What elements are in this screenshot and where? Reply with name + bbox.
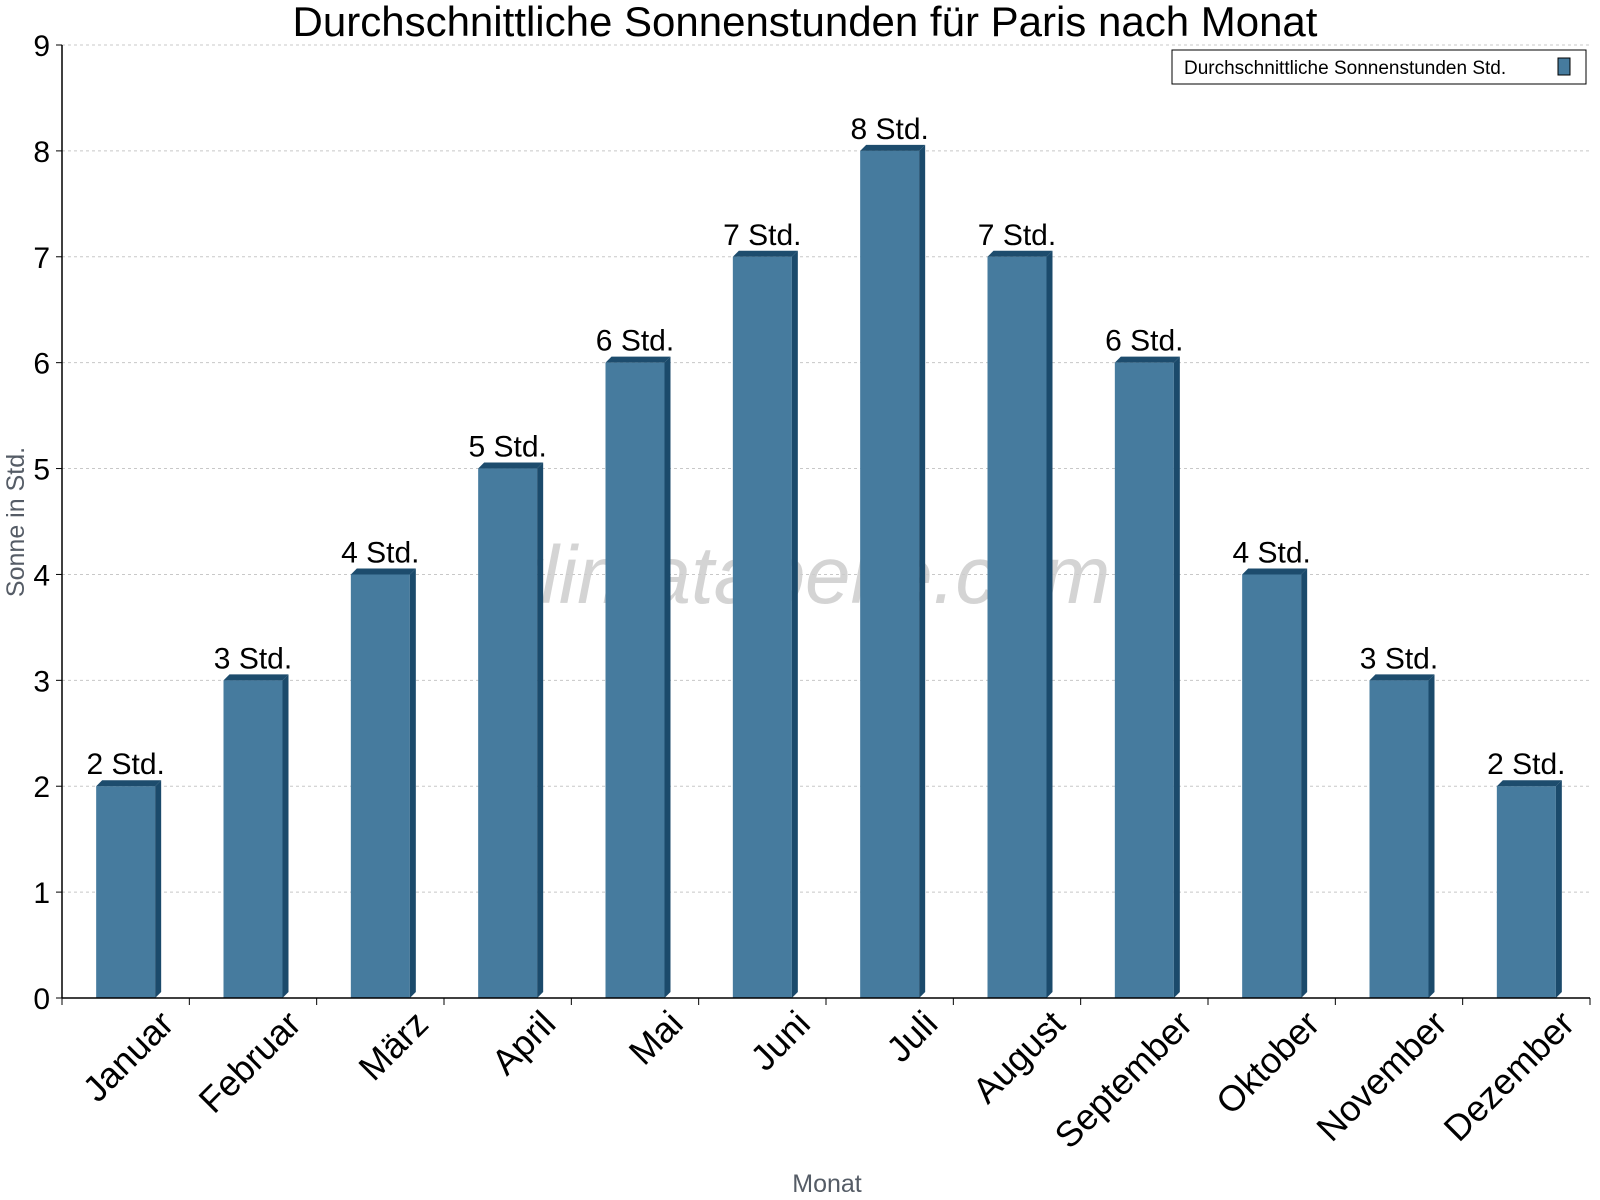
y-tick-label: 8 (33, 136, 50, 169)
data-label: 6 Std. (596, 325, 674, 358)
bar (223, 680, 283, 998)
y-tick-label: 4 (33, 559, 50, 592)
bar-side (1173, 356, 1180, 999)
bar-side (1046, 250, 1053, 998)
x-tick-label: März (350, 1003, 436, 1089)
bar (1369, 680, 1429, 998)
bar (860, 150, 920, 998)
bar (732, 256, 792, 998)
x-tick-label: Februar (191, 1003, 309, 1121)
bar-side (1555, 780, 1562, 998)
data-labels: 2 Std. 3 Std. 4 Std. 5 Std. 6 Std. 7 Std. 8 St… (86, 113, 1565, 781)
data-label: 7 Std. (978, 219, 1056, 252)
bar-top (1242, 568, 1308, 575)
bar-top (1369, 674, 1435, 681)
y-tick-label: 3 (33, 665, 50, 698)
data-label: 7 Std. (723, 219, 801, 252)
bar-side (1428, 674, 1435, 998)
y-tick-label: 2 (33, 771, 50, 804)
bar-top (223, 674, 289, 681)
axes (61, 45, 1591, 1005)
x-tick-label: November (1308, 1003, 1454, 1149)
bar-side (537, 462, 544, 998)
bars (96, 144, 1562, 999)
y-axis-label: Sonne in Std. (2, 447, 30, 597)
gridlines (56, 44, 1590, 999)
data-label: 5 Std. (468, 431, 546, 464)
bar-top (860, 144, 926, 151)
data-label: 3 Std. (214, 642, 292, 675)
bar-side (791, 250, 798, 998)
x-tick-label: Dezember (1436, 1003, 1582, 1149)
y-tick-label: 1 (33, 877, 50, 910)
bar-top (96, 780, 162, 787)
bar-top (1496, 780, 1562, 787)
bar-side (155, 780, 162, 998)
bar (605, 362, 665, 999)
x-axis-label: Monat (792, 1170, 862, 1198)
data-label: 4 Std. (341, 536, 419, 569)
bar-top (350, 568, 416, 575)
data-label: 8 Std. (850, 113, 928, 146)
x-tick-label: August (964, 1003, 1072, 1111)
bar-side (1301, 568, 1308, 998)
legend: Durchschnittliche Sonnenstunden Std. (1171, 49, 1587, 85)
y-tick-label: 9 (33, 30, 50, 63)
x-tick-label: September (1046, 1003, 1200, 1157)
data-label: 6 Std. (1105, 325, 1183, 358)
data-label: 2 Std. (86, 748, 164, 781)
bar (478, 468, 538, 998)
y-tick-labels: 0 1 2 3 4 5 6 7 8 9 (33, 30, 50, 1016)
y-tick-label: 0 (33, 983, 50, 1016)
bar-side (409, 568, 416, 998)
bar-top (732, 250, 798, 257)
y-tick-label: 5 (33, 454, 50, 487)
x-tick-label: Mai (621, 1003, 691, 1073)
bar-side (282, 674, 289, 998)
data-label: 2 Std. (1487, 748, 1565, 781)
legend-box (1171, 49, 1587, 85)
x-tick-label: Oktober (1208, 1003, 1328, 1123)
y-tick-label: 7 (33, 242, 50, 275)
bar-top (1114, 356, 1180, 363)
x-tick-labels: Januar Februar März April Mai Juni Juli AugustS… (74, 1003, 1582, 1157)
data-label: 4 Std. (1232, 536, 1310, 569)
x-tick-label: April (483, 1003, 563, 1083)
bar-side (919, 144, 926, 998)
bar (96, 786, 156, 998)
legend-swatch (1557, 57, 1571, 76)
bar (1242, 574, 1302, 998)
bar (987, 256, 1047, 998)
bar-side (664, 356, 671, 999)
bar-top (605, 356, 671, 363)
bar (1496, 786, 1556, 998)
data-label: 3 Std. (1360, 642, 1438, 675)
bar-top (478, 462, 544, 469)
x-tick-label: Juli (878, 1003, 945, 1070)
y-tick-label: 6 (33, 348, 50, 381)
bar-top (987, 250, 1053, 257)
x-tick-label: Januar (74, 1003, 181, 1110)
chart-title: Durchschnittliche Sonnenstunden für Pari… (293, 0, 1318, 45)
legend-label: Durchschnittliche Sonnenstunden Std. (1184, 58, 1506, 79)
bar (350, 574, 410, 998)
x-tick-label: Juni (742, 1003, 818, 1079)
bar (1114, 362, 1174, 999)
